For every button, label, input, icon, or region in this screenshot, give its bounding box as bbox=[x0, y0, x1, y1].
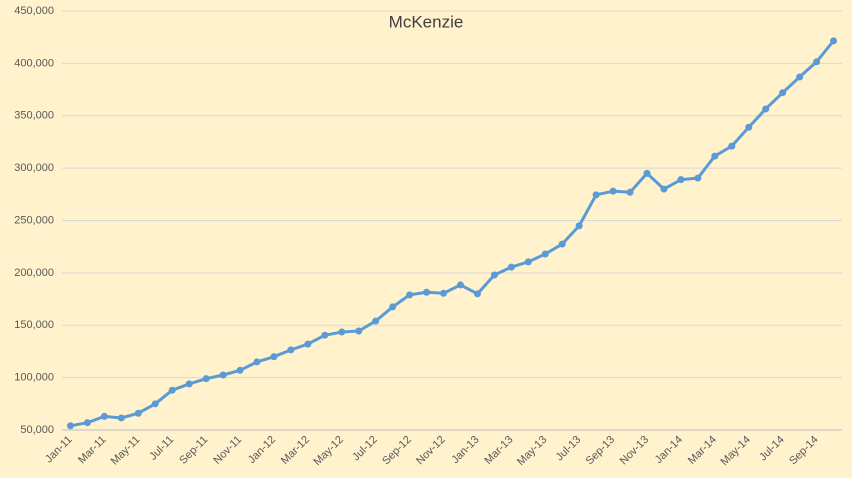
point bbox=[592, 191, 600, 199]
point bbox=[253, 358, 261, 366]
point bbox=[677, 176, 685, 184]
y-tick-label: 200,000 bbox=[14, 267, 54, 279]
point bbox=[423, 288, 431, 296]
point bbox=[711, 152, 719, 160]
point bbox=[456, 281, 464, 289]
point bbox=[321, 331, 329, 339]
point bbox=[609, 187, 617, 195]
point bbox=[117, 414, 125, 422]
point bbox=[389, 303, 397, 311]
y-tick-label: 300,000 bbox=[14, 162, 54, 174]
point bbox=[202, 375, 210, 383]
y-tick-label: 350,000 bbox=[14, 110, 54, 122]
point bbox=[338, 328, 346, 336]
point bbox=[643, 169, 651, 177]
y-tick-label: 150,000 bbox=[14, 319, 54, 331]
point bbox=[779, 89, 787, 97]
point bbox=[541, 250, 549, 258]
point bbox=[270, 353, 278, 361]
point bbox=[151, 400, 159, 408]
point bbox=[830, 37, 838, 45]
point bbox=[660, 185, 668, 193]
point bbox=[507, 263, 515, 271]
point bbox=[134, 409, 142, 417]
point bbox=[473, 290, 481, 298]
point bbox=[304, 340, 312, 348]
point bbox=[372, 317, 380, 325]
point bbox=[219, 371, 227, 379]
point bbox=[355, 327, 363, 335]
point bbox=[626, 188, 634, 196]
point bbox=[287, 346, 295, 354]
point bbox=[813, 58, 821, 66]
point bbox=[796, 73, 804, 81]
point bbox=[66, 422, 74, 430]
y-tick-label: 250,000 bbox=[14, 214, 54, 226]
point bbox=[745, 123, 753, 131]
point bbox=[100, 412, 108, 420]
point bbox=[83, 419, 91, 427]
point bbox=[440, 289, 448, 297]
point bbox=[762, 105, 770, 113]
y-tick-label: 450,000 bbox=[14, 5, 54, 17]
chart-title: McKenzie bbox=[389, 12, 464, 31]
point bbox=[575, 222, 583, 230]
point bbox=[236, 366, 244, 374]
y-tick-label: 400,000 bbox=[14, 57, 54, 69]
point bbox=[728, 142, 736, 150]
y-tick-label: 50,000 bbox=[20, 424, 54, 436]
point bbox=[406, 291, 414, 299]
point bbox=[185, 380, 193, 388]
point bbox=[694, 174, 702, 182]
point bbox=[524, 258, 532, 266]
y-tick-label: 100,000 bbox=[14, 372, 54, 384]
point bbox=[168, 386, 176, 394]
point bbox=[558, 240, 566, 248]
point bbox=[490, 271, 498, 279]
line-series bbox=[70, 39, 835, 428]
